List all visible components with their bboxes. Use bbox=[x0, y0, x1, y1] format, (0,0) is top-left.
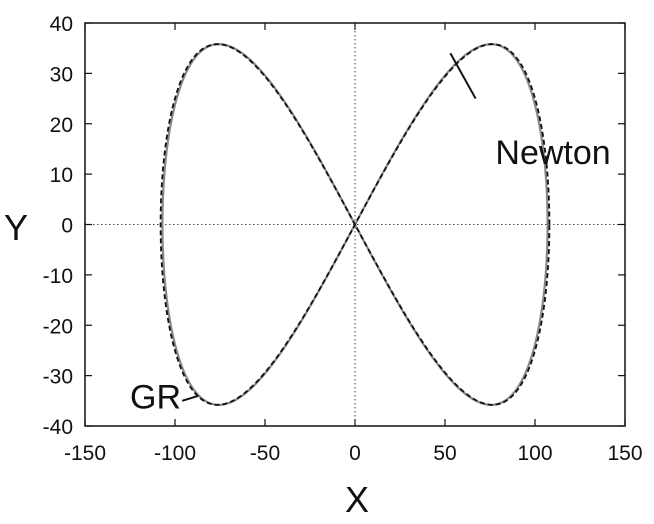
x-axis-label: X bbox=[345, 479, 369, 520]
y-tick-label: -40 bbox=[43, 416, 73, 439]
curves bbox=[159, 43, 551, 406]
y-tick-label: -30 bbox=[43, 366, 73, 389]
y-tick-label: 40 bbox=[50, 13, 73, 36]
x-tick-label: 150 bbox=[607, 442, 642, 465]
y-tick-label: 30 bbox=[50, 63, 73, 86]
x-tick-label: -50 bbox=[250, 442, 280, 465]
ticks: -150 -100 -50 0 50 100 150-40-30-20-1001020304… bbox=[43, 13, 643, 465]
y-tick-label: 10 bbox=[50, 164, 73, 187]
annotation-newton-label: Newton bbox=[495, 134, 610, 172]
y-tick-label: 0 bbox=[61, 215, 73, 238]
x-tick-label: 100 bbox=[517, 442, 552, 465]
x-tick-label: 0 bbox=[349, 442, 361, 465]
x-tick-label: -150 bbox=[64, 442, 106, 465]
y-tick-label: -10 bbox=[43, 265, 73, 288]
annotations: Newton GR bbox=[130, 52, 611, 416]
y-axis-label: Y bbox=[4, 207, 28, 248]
x-tick-label: 50 bbox=[433, 442, 456, 465]
y-tick-label: 20 bbox=[50, 114, 73, 137]
annotation-gr-label: GR bbox=[130, 378, 181, 416]
x-tick-label: -100 bbox=[154, 442, 196, 465]
y-tick-label: -20 bbox=[43, 315, 73, 338]
annotation-gr-pointer bbox=[181, 394, 199, 402]
annotation-newton-pointer bbox=[449, 52, 477, 100]
series-newton-line bbox=[159, 43, 551, 406]
